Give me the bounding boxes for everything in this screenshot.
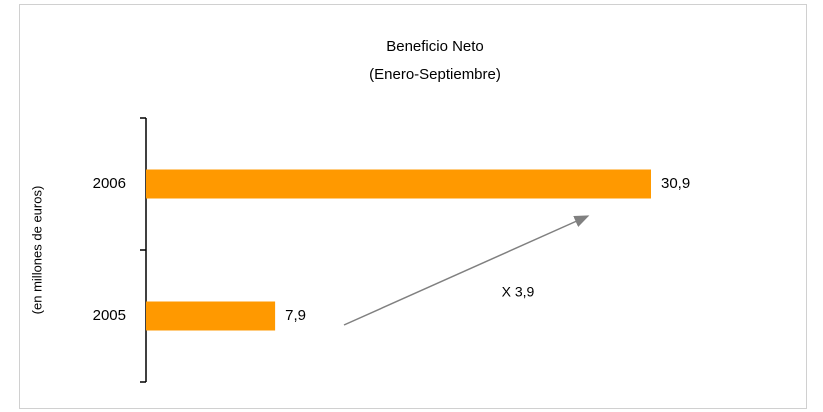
growth-arrow — [343, 215, 590, 326]
chart-subtitle: (Enero-Septiembre) — [369, 66, 501, 83]
y-axis-label: (en millones de euros) — [29, 186, 44, 315]
y-tick-label: 2006 — [93, 175, 126, 192]
bar — [146, 169, 651, 199]
annotation: X 3,9 — [502, 284, 535, 300]
chart-frame — [19, 4, 807, 409]
y-axis — [140, 117, 147, 383]
chart-title: Beneficio Neto — [386, 38, 484, 55]
bar — [146, 301, 276, 331]
y-tick-label: 2005 — [93, 307, 126, 324]
value-label: 7,9 — [285, 307, 306, 324]
value-label: 30,9 — [661, 175, 690, 192]
